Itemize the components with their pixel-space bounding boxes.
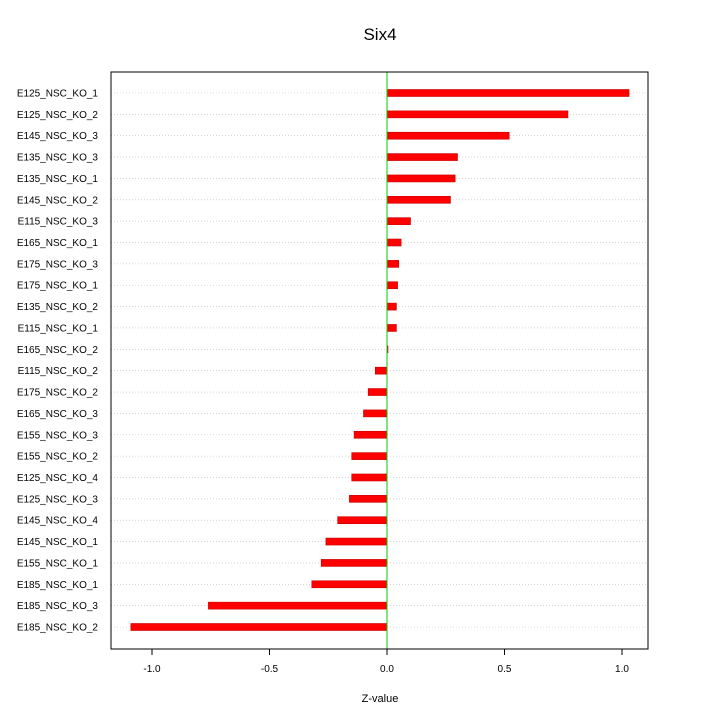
bar [386, 89, 630, 97]
bar [367, 388, 388, 396]
category-label: E145_NSC_KO_4 [17, 516, 99, 527]
category-labels: E125_NSC_KO_1 E125_NSC_KO_2 E145_NSC_KO_3 E… [17, 89, 99, 634]
x-tick-label: -0.5 [261, 664, 279, 675]
bar [337, 516, 388, 525]
bar [351, 473, 388, 482]
category-label: E175_NSC_KO_3 [17, 259, 99, 270]
category-label: E145_NSC_KO_2 [17, 195, 99, 206]
bar [386, 302, 397, 311]
category-label: E135_NSC_KO_3 [17, 153, 99, 164]
category-label: E165_NSC_KO_3 [17, 409, 99, 420]
bar [363, 409, 388, 418]
bar [374, 366, 388, 375]
category-label: E125_NSC_KO_1 [17, 89, 99, 100]
x-axis: -1.0 -0.5 0.0 0.5 1.0 [143, 648, 629, 675]
category-label: E175_NSC_KO_1 [17, 281, 99, 292]
grid-lines [111, 92, 648, 628]
category-label: E125_NSC_KO_3 [17, 494, 99, 505]
category-label: E115_NSC_KO_1 [18, 323, 99, 334]
bar [386, 153, 458, 161]
category-label: E135_NSC_KO_2 [17, 302, 99, 313]
x-tick-label: 0.5 [498, 664, 512, 675]
category-label: E155_NSC_KO_3 [17, 430, 99, 441]
category-label: E165_NSC_KO_1 [17, 238, 99, 249]
category-label: E185_NSC_KO_1 [17, 580, 99, 591]
bar [386, 281, 398, 290]
bar [208, 601, 388, 610]
bar [386, 217, 411, 225]
category-label: E125_NSC_KO_2 [17, 110, 99, 121]
bar [386, 196, 451, 204]
category-label: E145_NSC_KO_1 [17, 537, 99, 548]
bar [386, 131, 510, 140]
category-label: E155_NSC_KO_1 [17, 558, 99, 569]
bar [386, 110, 569, 119]
category-label: E155_NSC_KO_2 [17, 452, 99, 463]
bars [130, 89, 630, 631]
category-label: E125_NSC_KO_4 [17, 473, 99, 484]
category-label: E145_NSC_KO_3 [17, 131, 99, 142]
bar [311, 580, 388, 589]
x-axis-title: Z-value [362, 693, 399, 705]
bar [325, 537, 388, 546]
category-label: E185_NSC_KO_3 [17, 601, 99, 612]
bar [320, 559, 388, 567]
category-label: E115_NSC_KO_3 [18, 217, 99, 228]
category-label: E185_NSC_KO_2 [17, 623, 99, 634]
category-label: E115_NSC_KO_2 [18, 366, 99, 377]
chart-title: Six4 [363, 25, 396, 44]
bar [351, 452, 388, 460]
category-label: E165_NSC_KO_2 [17, 345, 99, 356]
category-label: E175_NSC_KO_2 [17, 388, 99, 399]
bar [386, 174, 456, 183]
x-tick-label: 1.0 [615, 664, 629, 675]
x-tick-label: -1.0 [143, 664, 161, 675]
bar [349, 495, 388, 503]
bar [130, 623, 388, 631]
bar [353, 430, 388, 439]
bar [386, 238, 402, 247]
x-tick-label: 0.0 [380, 664, 394, 675]
category-label: E135_NSC_KO_1 [17, 174, 99, 185]
bar [386, 324, 397, 332]
bar [386, 260, 400, 268]
